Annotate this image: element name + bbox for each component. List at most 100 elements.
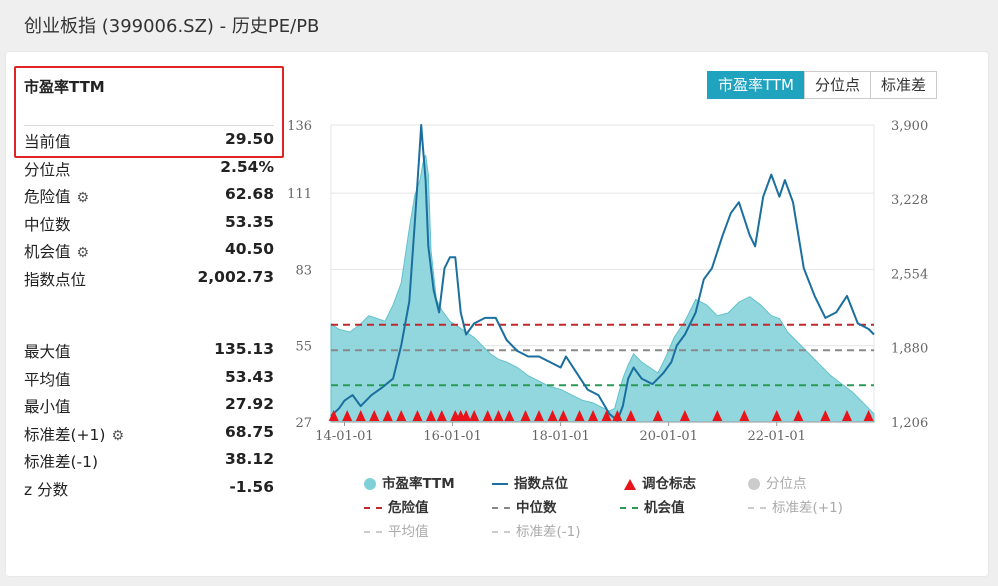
- legend-item[interactable]: 市盈率TTM: [364, 474, 455, 494]
- legend-item[interactable]: 调仓标志: [620, 474, 696, 494]
- rebalance-marker: [355, 410, 366, 421]
- x-tick-label: 16-01-01: [423, 429, 481, 444]
- gear-icon[interactable]: ⚙: [111, 427, 125, 444]
- rebalance-marker: [547, 410, 558, 421]
- stat-label: 标准差(+1) ⚙: [24, 423, 124, 445]
- legend-dot-icon: [364, 478, 376, 490]
- metric-label: 市盈率TTM: [24, 78, 105, 96]
- stat-label: 危险值 ⚙: [24, 185, 89, 207]
- left-tick-label: 136: [287, 119, 312, 134]
- rebalance-marker: [482, 410, 493, 421]
- legend-item[interactable]: 指数点位: [492, 474, 568, 494]
- legend-dash-icon: [748, 507, 766, 509]
- stat-value: 27.92: [224, 395, 274, 413]
- legend-label: 中位数: [516, 500, 557, 516]
- stat-row: 平均值 53.43: [24, 368, 274, 394]
- stat-row: 当前值 29.50: [24, 130, 274, 156]
- legend-label: 平均值: [388, 524, 429, 540]
- stat-label: 最大值: [24, 340, 71, 362]
- stat-label-text: 机会值: [24, 243, 71, 261]
- x-tick-label: 20-01-01: [639, 429, 697, 444]
- legend-dash-icon: [364, 531, 382, 533]
- x-tick-label: 22-01-01: [748, 429, 806, 444]
- legend-dash-icon: [492, 531, 510, 533]
- rebalance-marker: [712, 410, 723, 421]
- stat-row: z 分数 -1.56: [24, 478, 274, 504]
- stat-label: 标准差(-1): [24, 450, 98, 472]
- stat-label-text: 中位数: [24, 215, 71, 234]
- stat-value: 53.35: [224, 212, 274, 231]
- divider: [24, 125, 274, 126]
- stat-label-text: 指数点位: [24, 270, 87, 289]
- legend-label: 指数点位: [514, 476, 568, 492]
- gear-icon[interactable]: ⚙: [76, 190, 90, 206]
- toggle-pe-ttm[interactable]: 市盈率TTM: [707, 71, 806, 99]
- rebalance-marker: [652, 410, 663, 421]
- left-tick-label: 111: [287, 187, 312, 202]
- stat-row: 标准差(-1) 38.12: [24, 450, 274, 476]
- legend-item[interactable]: 标准差(+1): [748, 498, 843, 518]
- stat-value: 2.54%: [220, 157, 274, 176]
- rebalance-marker: [328, 410, 339, 421]
- rebalance-marker: [841, 410, 852, 421]
- index-line: [330, 124, 875, 422]
- rebalance-marker: [574, 410, 585, 421]
- stat-row: 分位点 2.54%: [24, 158, 274, 184]
- x-tick-label: 14-01-01: [315, 429, 373, 444]
- pe-area: [330, 154, 875, 423]
- x-tick-label: 18-01-01: [531, 429, 589, 444]
- stat-value: -1.56: [229, 477, 274, 496]
- legend-item[interactable]: 中位数: [492, 498, 557, 518]
- rebalance-marker: [679, 410, 690, 421]
- stat-row: 指数点位 2,002.73: [24, 268, 274, 294]
- legend-dash-icon: [492, 507, 510, 509]
- stat-value: 38.12: [224, 450, 274, 468]
- toggle-percentile[interactable]: 分位点: [804, 71, 872, 99]
- legend-label: 分位点: [766, 476, 807, 492]
- pe-pb-card: 市盈率TTM 当前值 29.50 分位点 2.54% 危险值 ⚙ 62.68 中位数 53.35…: [6, 52, 988, 576]
- legend-item[interactable]: 标准差(-1): [492, 522, 581, 542]
- rebalance-marker: [820, 410, 831, 421]
- stat-row: 中位数 53.35: [24, 213, 274, 239]
- rebalance-marker: [396, 410, 407, 421]
- stat-value: 53.43: [224, 367, 274, 386]
- stat-label: 平均值: [24, 368, 71, 390]
- stat-label: 机会值 ⚙: [24, 240, 89, 262]
- stat-label-text: 危险值: [24, 188, 71, 206]
- stat-value: 40.50: [224, 240, 274, 258]
- stat-value: 29.50: [224, 130, 274, 148]
- stat-value: 135.13: [214, 340, 274, 358]
- stat-label-text: 最小值: [24, 398, 71, 416]
- stat-label-text: 最大值: [24, 343, 71, 361]
- toggle-stddev[interactable]: 标准差: [870, 71, 938, 99]
- stat-value: 62.68: [224, 185, 274, 203]
- legend-item[interactable]: 机会值: [620, 498, 685, 518]
- legend-label: 调仓标志: [642, 476, 696, 492]
- rebalance-marker: [342, 410, 353, 421]
- stat-label-text: 平均值: [24, 370, 71, 389]
- rebalance-marker: [425, 410, 436, 421]
- rebalance-marker: [771, 410, 782, 421]
- legend-dash-icon: [620, 507, 638, 509]
- legend-item[interactable]: 危险值: [364, 498, 429, 518]
- legend-line-icon: [492, 483, 508, 485]
- legend-label: 机会值: [644, 500, 685, 516]
- stat-label: 分位点: [24, 158, 71, 180]
- rebalance-marker: [469, 410, 480, 421]
- stat-label: 指数点位: [24, 268, 86, 290]
- stat-label-text: 分位点: [24, 160, 71, 179]
- right-tick-label: 1,880: [891, 342, 928, 357]
- left-tick-label: 27: [295, 416, 312, 431]
- legend-label: 标准差(-1): [516, 524, 581, 540]
- stat-label-text: z 分数: [24, 480, 69, 499]
- legend-item[interactable]: 平均值: [364, 522, 429, 542]
- stat-label-text: 当前值: [24, 133, 71, 151]
- rebalance-marker: [625, 410, 636, 421]
- gear-icon[interactable]: ⚙: [76, 245, 90, 261]
- legend-dash-icon: [364, 507, 382, 509]
- rebalance-marker: [412, 410, 423, 421]
- legend-item[interactable]: 分位点: [748, 474, 807, 494]
- rebalance-marker: [534, 410, 545, 421]
- stat-label-text: 标准差(+1): [24, 425, 106, 444]
- left-tick-label: 83: [295, 263, 312, 278]
